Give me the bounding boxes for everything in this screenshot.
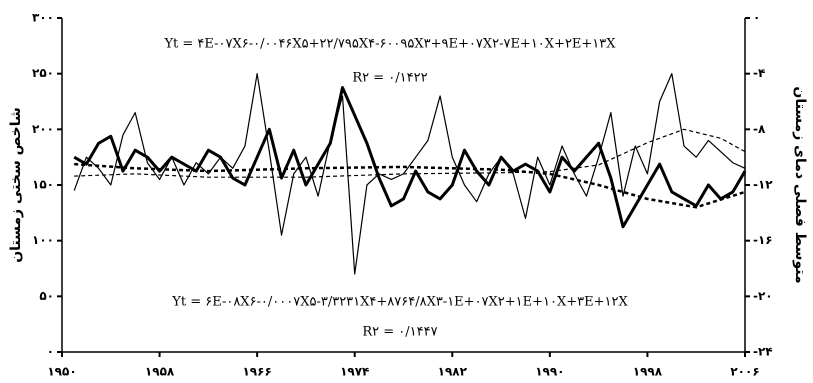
x-tick-label: ۱۹۹۰: [535, 365, 564, 379]
y2-tick-label: -۱۲: [753, 178, 773, 192]
y-tick-label: ۲۵۰: [32, 66, 54, 80]
x-tick-label: ۲۰۰۶: [730, 365, 759, 379]
y2-tick-label: -۲۰: [753, 289, 773, 303]
y-tick-label: ۰: [47, 345, 54, 359]
x-tick-label: ۱۹۹۸: [633, 365, 663, 379]
y2-axis-title: متوسط فصلی دمای زمستان: [792, 86, 808, 283]
x-tick-label: ۱۹۷۴: [340, 365, 369, 379]
y2-tick-label: -۸: [753, 122, 766, 136]
y-tick-label: ۱۵۰: [32, 178, 54, 192]
series-line: [73, 73, 746, 275]
equation: Yt = ۶E-۰۸X۶-۰/۰۰۰۷X۵-۳/۳۲۳۱X۴+۸۷۶۴/۸X۳-…: [171, 295, 628, 310]
y-tick-label: ۳۰۰: [32, 11, 54, 25]
x-tick-label: ۱۹۶۶: [242, 365, 271, 379]
x-tick-label: ۱۹۵۰: [47, 365, 76, 379]
y-tick-label: ۵۰: [39, 289, 54, 303]
y2-tick-label: -۲۴: [753, 345, 773, 359]
r-squared: R۲ = ۰/۱۴۲۲: [352, 71, 427, 86]
series-line: [73, 86, 747, 229]
y-axis-title: شاخص سختی زمستان: [8, 107, 24, 263]
y-tick-label: ۲۰۰: [32, 122, 54, 136]
series-line: [74, 162, 746, 209]
equation: Yt = ۴E-۰۷X۶-۰/۰۰۴۶X۵+۲۲/۷۹۵X۴-۶۰۰۹۵X۳+۹…: [163, 37, 616, 52]
y2-tick-label: -۴: [753, 66, 765, 80]
y-tick-label: ۱۰۰: [32, 233, 54, 247]
x-tick-label: ۱۹۵۸: [145, 365, 175, 379]
r-squared: R۲ = ۰/۱۴۴۷: [362, 325, 437, 340]
y2-tick-label: -۱۶: [753, 233, 773, 247]
y2-tick-label: ۰: [753, 11, 760, 25]
x-tick-label: ۱۹۸۲: [438, 365, 468, 379]
